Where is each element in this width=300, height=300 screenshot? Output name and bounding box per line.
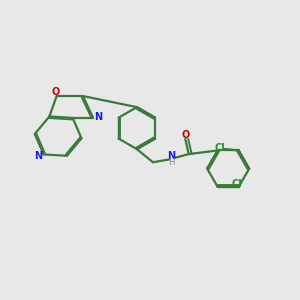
Text: N: N [167, 152, 176, 161]
Text: H: H [168, 158, 175, 167]
Text: N: N [34, 151, 42, 161]
Text: O: O [181, 130, 189, 140]
Text: N: N [94, 112, 102, 122]
Text: Cl: Cl [214, 142, 225, 153]
Text: O: O [52, 87, 60, 97]
Text: Cl: Cl [231, 179, 242, 189]
